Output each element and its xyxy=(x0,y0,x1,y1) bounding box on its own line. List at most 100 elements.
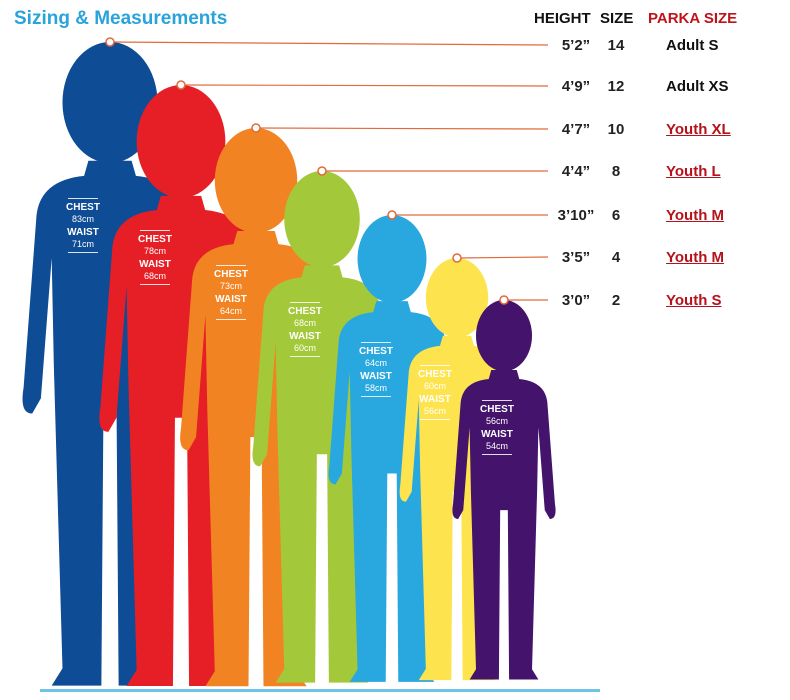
waist-label: WAIST xyxy=(67,227,99,238)
height-value: 4’4” xyxy=(561,163,591,180)
height-pointer-line xyxy=(456,256,549,259)
height-marker-dot xyxy=(251,123,261,133)
height-value: 5’2” xyxy=(561,37,591,54)
parka-size-value: Adult XS xyxy=(666,78,729,95)
size-row: 4’7” 10 Youth XL xyxy=(0,121,790,141)
waist-label: WAIST xyxy=(215,294,247,305)
size-row: 3’0” 2 Youth S xyxy=(0,292,790,312)
chest-label: CHEST xyxy=(288,306,322,317)
chart-title: Sizing & Measurements xyxy=(14,8,228,29)
size-value: 12 xyxy=(607,78,625,95)
measurement-label: CHEST 56cm WAIST 54cm xyxy=(467,398,527,458)
height-marker-dot xyxy=(317,166,327,176)
chest-value: 68cm xyxy=(293,317,316,328)
parka-size-value: Adult S xyxy=(666,37,719,54)
divider xyxy=(420,365,450,366)
divider xyxy=(482,400,512,401)
parka-size-value[interactable]: Youth XL xyxy=(666,121,731,138)
height-pointer-line xyxy=(180,84,549,87)
divider xyxy=(361,342,391,343)
measurement-label: CHEST 68cm WAIST 60cm xyxy=(275,300,335,360)
divider xyxy=(361,396,391,397)
measurement-label: CHEST 73cm WAIST 64cm xyxy=(201,263,261,323)
chest-label: CHEST xyxy=(214,269,248,280)
header-size: SIZE xyxy=(600,10,634,27)
height-marker-dot xyxy=(499,295,509,305)
chest-value: 56cm xyxy=(485,415,508,426)
measurement-label: CHEST 60cm WAIST 56cm xyxy=(405,363,465,423)
waist-value: 64cm xyxy=(219,305,242,316)
waist-label: WAIST xyxy=(481,429,513,440)
height-value: 3’10” xyxy=(557,207,595,224)
waist-value: 54cm xyxy=(485,440,508,451)
size-value: 14 xyxy=(607,37,625,54)
height-value: 4’9” xyxy=(561,78,591,95)
size-value: 6 xyxy=(611,207,621,224)
measurement-label: CHEST 78cm WAIST 68cm xyxy=(125,228,185,288)
waist-label: WAIST xyxy=(289,331,321,342)
measurement-label: CHEST 64cm WAIST 58cm xyxy=(346,340,406,400)
divider xyxy=(216,319,246,320)
divider xyxy=(290,356,320,357)
divider xyxy=(140,230,170,231)
size-value: 8 xyxy=(611,163,621,180)
chest-label: CHEST xyxy=(359,346,393,357)
silhouette-head xyxy=(284,171,360,268)
parka-size-value[interactable]: Youth S xyxy=(666,292,722,309)
divider xyxy=(482,454,512,455)
height-value: 3’5” xyxy=(561,249,591,266)
height-marker-dot xyxy=(105,37,115,47)
height-pointer-line xyxy=(109,41,549,46)
header-height: HEIGHT xyxy=(534,10,591,27)
divider xyxy=(420,419,450,420)
silhouette-head xyxy=(214,128,298,233)
divider xyxy=(68,252,98,253)
height-value: 3’0” xyxy=(561,292,591,309)
chest-value: 64cm xyxy=(364,357,387,368)
parka-size-value[interactable]: Youth M xyxy=(666,207,725,224)
parka-size-value[interactable]: Youth L xyxy=(666,163,721,180)
divider xyxy=(140,284,170,285)
waist-label: WAIST xyxy=(360,371,392,382)
silhouette-head xyxy=(475,300,533,372)
size-row: 3’10” 6 Youth M xyxy=(0,207,790,227)
size-row: 5’2” 14 Adult S xyxy=(0,37,790,57)
height-marker-dot xyxy=(452,253,462,263)
chest-label: CHEST xyxy=(418,369,452,380)
divider xyxy=(68,198,98,199)
size-value: 4 xyxy=(611,249,621,266)
waist-value: 60cm xyxy=(293,342,316,353)
waist-label: WAIST xyxy=(419,394,451,405)
child-silhouette xyxy=(452,300,556,680)
header-parka-size: PARKA SIZE xyxy=(648,10,738,27)
waist-value: 71cm xyxy=(71,238,94,249)
parka-size-value[interactable]: Youth M xyxy=(666,249,725,266)
waist-value: 56cm xyxy=(423,405,446,416)
divider xyxy=(216,265,246,266)
divider xyxy=(290,302,320,303)
chest-value: 78cm xyxy=(143,245,166,256)
chest-value: 73cm xyxy=(219,280,242,291)
size-value: 2 xyxy=(611,292,621,309)
silhouette-head xyxy=(136,85,226,198)
size-value: 10 xyxy=(607,121,625,138)
chest-label: CHEST xyxy=(480,404,514,415)
height-pointer-line xyxy=(255,127,549,130)
chest-label: CHEST xyxy=(66,202,100,213)
silhouette-head xyxy=(425,258,489,338)
waist-value: 58cm xyxy=(364,382,387,393)
size-row: 4’9” 12 Adult XS xyxy=(0,78,790,98)
size-row: 3’5” 4 Youth M xyxy=(0,249,790,269)
ground-line xyxy=(40,689,600,692)
silhouette-head xyxy=(62,42,158,163)
waist-label: WAIST xyxy=(139,259,171,270)
height-marker-dot xyxy=(176,80,186,90)
height-marker-dot xyxy=(387,210,397,220)
measurement-label: CHEST 83cm WAIST 71cm xyxy=(53,196,113,256)
chest-value: 60cm xyxy=(423,380,446,391)
silhouette-head xyxy=(357,215,427,303)
silhouette-body xyxy=(452,370,556,680)
chest-label: CHEST xyxy=(138,234,172,245)
